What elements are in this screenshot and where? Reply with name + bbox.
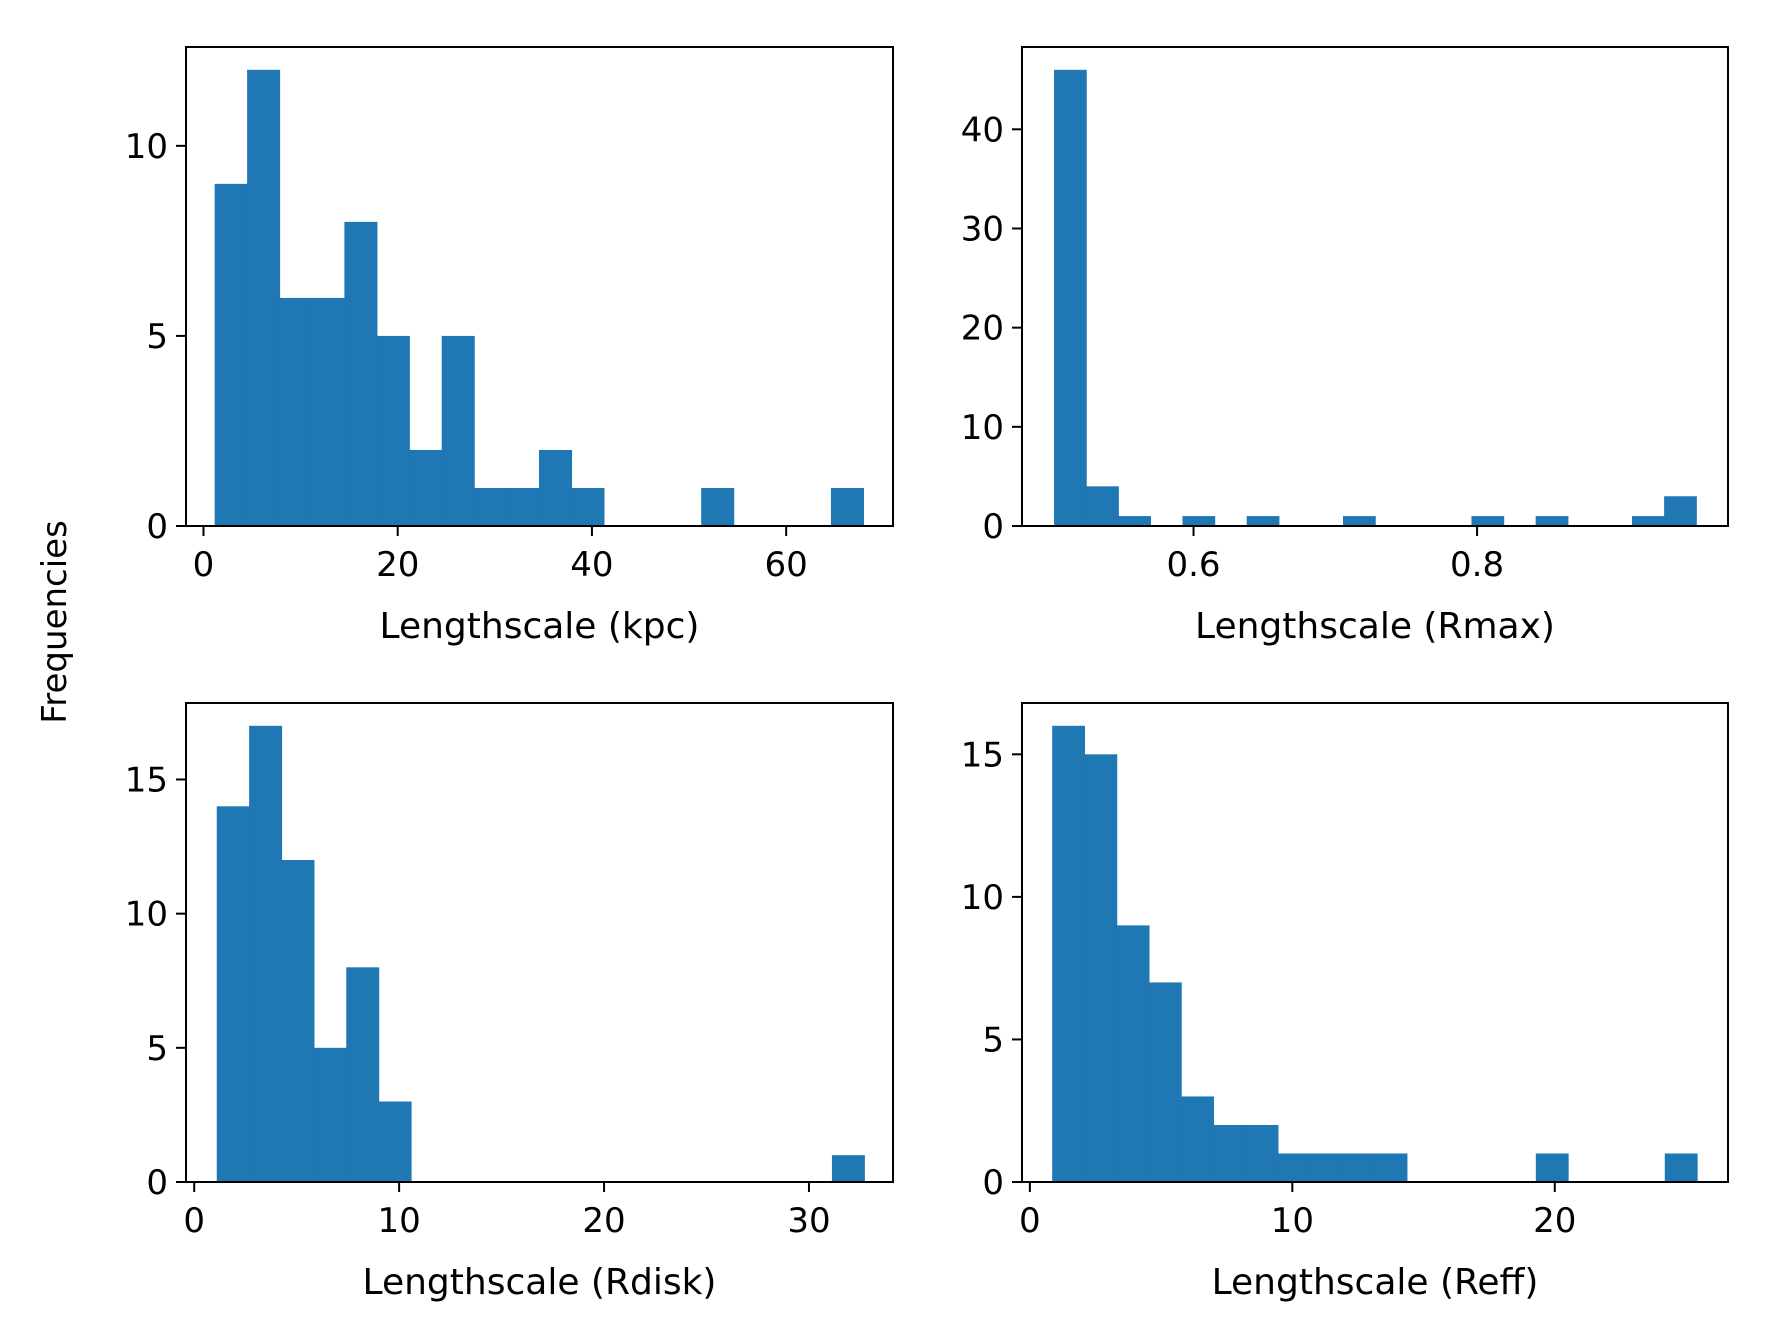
- y-tick-label: 0: [146, 1163, 168, 1203]
- histogram-bar: [831, 1155, 865, 1182]
- histogram-bar: [346, 967, 380, 1182]
- y-tick-label: 0: [982, 1163, 1004, 1203]
- histogram-bar: [311, 297, 345, 526]
- histogram-bar: [571, 487, 605, 526]
- y-tick-label: 5: [982, 1020, 1004, 1060]
- x-tick-label: 20: [582, 1201, 625, 1241]
- x-tick-label: 10: [1271, 1201, 1314, 1241]
- x-tick-label: 0: [193, 545, 215, 585]
- histogram-bar: [1084, 754, 1118, 1182]
- y-tick-label: 20: [961, 309, 1004, 349]
- y-tick-label: 15: [125, 760, 168, 800]
- axes-frame: [1021, 702, 1729, 1183]
- histogram-bar: [1535, 1153, 1569, 1182]
- x-tick-label: 20: [1533, 1201, 1576, 1241]
- histogram-bar: [1181, 1096, 1214, 1182]
- x-tick-label: 10: [377, 1201, 420, 1241]
- x-tick-label: 0: [183, 1201, 205, 1241]
- histogram-bar: [1471, 516, 1505, 526]
- x-tick-label: 0.8: [1450, 545, 1504, 585]
- histogram-bar: [1310, 1153, 1343, 1182]
- histogram-bar: [506, 487, 540, 526]
- histogram-bar: [1086, 486, 1119, 526]
- x-axis-label: Lengthscale (Rdisk): [363, 1262, 717, 1303]
- histogram-bar: [474, 487, 508, 526]
- histogram-bar: [1245, 1124, 1279, 1182]
- histogram-bar: [376, 335, 410, 526]
- histogram-bar: [1535, 516, 1569, 526]
- y-tick-label: 30: [961, 209, 1004, 249]
- y-tick-label: 5: [146, 1029, 168, 1069]
- x-tick-label: 40: [570, 545, 613, 585]
- histogram-bar: [830, 487, 864, 526]
- x-axis-label: Lengthscale (Reff): [1212, 1262, 1539, 1303]
- axes-frame: [185, 46, 894, 527]
- y-tick-label: 0: [982, 507, 1004, 547]
- histogram-bar: [441, 335, 475, 526]
- histogram-bar: [1664, 496, 1697, 526]
- x-tick-label: 30: [787, 1201, 830, 1241]
- y-tick-label: 40: [961, 110, 1004, 150]
- histogram-bar: [1118, 516, 1151, 526]
- histogram-bar: [1342, 1153, 1376, 1182]
- histogram-bar: [216, 806, 250, 1182]
- histogram-bar: [1213, 1124, 1247, 1182]
- y-tick-label: 10: [125, 127, 168, 167]
- histogram-bar: [1632, 516, 1665, 526]
- common-y-axis-label: Frequencies: [35, 520, 75, 724]
- histogram-bar: [313, 1047, 347, 1182]
- y-tick-label: 15: [961, 735, 1004, 775]
- histogram-bar: [1277, 1153, 1311, 1182]
- histogram-bar: [539, 449, 573, 526]
- y-tick-label: 10: [125, 895, 168, 935]
- x-tick-label: 0: [1019, 1201, 1041, 1241]
- histogram-bar: [1182, 516, 1216, 526]
- histogram-bar: [1148, 982, 1182, 1182]
- y-tick-label: 10: [961, 408, 1004, 448]
- axes-frame: [185, 702, 894, 1183]
- panel-rmax: 0.6 0.8 0 10 20 30 40 Lengthscale (Rmax): [961, 46, 1729, 647]
- histogram-bar: [409, 449, 443, 526]
- histogram-bar: [279, 297, 313, 526]
- x-tick-label: 60: [765, 545, 808, 585]
- histogram-bar: [249, 725, 283, 1182]
- x-tick-label: 0.6: [1166, 545, 1220, 585]
- axes-frame: [1021, 46, 1729, 527]
- histogram-bar: [1054, 69, 1087, 526]
- histogram-bar: [281, 859, 315, 1182]
- y-tick-label: 0: [146, 507, 168, 547]
- y-tick-label: 10: [961, 878, 1004, 918]
- histogram-bar: [1343, 516, 1376, 526]
- panel-kpc: 0 20 40 60 0 5 10 Lengthscale (kpc): [125, 46, 894, 647]
- histogram-bar: [1664, 1153, 1698, 1182]
- histogram-bar: [1246, 516, 1280, 526]
- panel-reff: 0 10 20 0 5 10 15 Lengthscale (Reff): [961, 702, 1729, 1303]
- x-axis-label: Lengthscale (kpc): [380, 606, 700, 647]
- x-tick-label: 20: [376, 545, 419, 585]
- histogram-bar: [214, 183, 248, 527]
- histogram-bar: [378, 1101, 412, 1182]
- y-tick-label: 5: [146, 317, 168, 357]
- histogram-panels: 0 20 40 60 0 5 10 Lengthscale (kpc) 0.6 0.8 0 10 20 3…: [125, 46, 1729, 1303]
- histogram-bar: [701, 487, 735, 526]
- histogram-bar: [1116, 925, 1150, 1182]
- histogram-bar: [344, 221, 378, 526]
- histogram-bar: [1052, 725, 1086, 1182]
- histogram-bar: [1374, 1153, 1408, 1182]
- panel-rdisk: 0 10 20 30 0 5 10 15 Lengthscale (Rdisk): [125, 702, 894, 1303]
- histogram-bar: [247, 69, 281, 526]
- x-axis-label: Lengthscale (Rmax): [1195, 606, 1555, 647]
